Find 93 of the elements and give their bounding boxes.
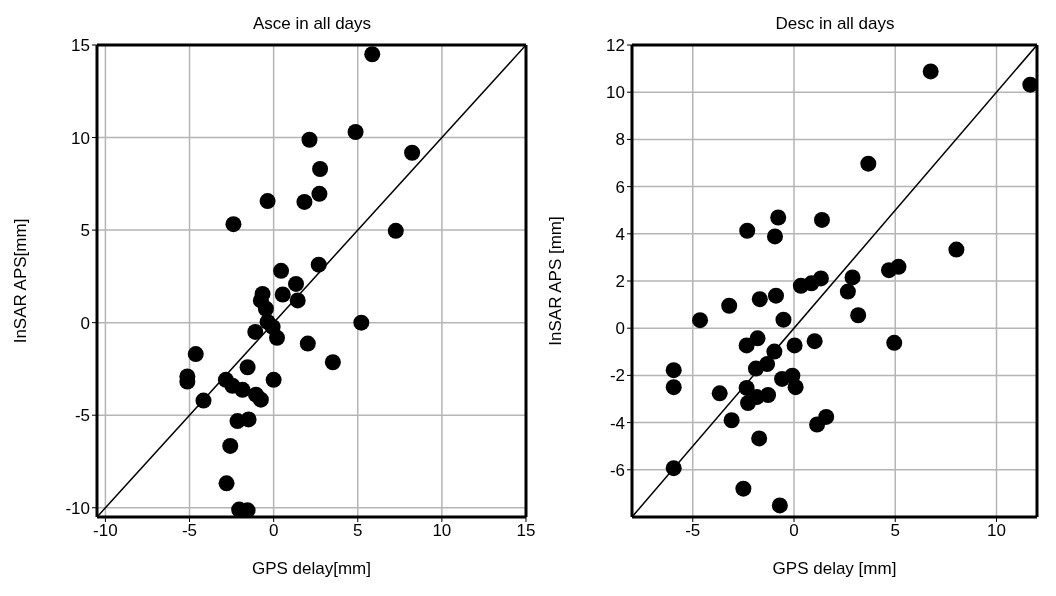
x-tick-label: -10 xyxy=(93,521,118,541)
point xyxy=(269,329,286,346)
point xyxy=(247,323,264,340)
point xyxy=(312,161,329,178)
point xyxy=(240,411,257,428)
point xyxy=(751,291,768,308)
x-tick-label: 5 xyxy=(890,521,900,541)
point xyxy=(353,314,370,331)
point xyxy=(886,334,903,351)
y-tick-label: -10 xyxy=(65,498,90,518)
point xyxy=(948,241,965,258)
y-tick-label: -5 xyxy=(74,406,90,426)
point xyxy=(234,381,251,398)
point xyxy=(665,362,682,379)
point xyxy=(299,335,316,352)
point xyxy=(751,430,768,447)
x-tick-label: 10 xyxy=(432,521,452,541)
point xyxy=(257,300,274,317)
point xyxy=(760,386,777,403)
point xyxy=(860,155,877,172)
y-tick-label: 4 xyxy=(615,224,625,244)
y-tick-label: 0 xyxy=(80,313,90,333)
y-tick-label: -4 xyxy=(609,413,625,433)
point xyxy=(225,216,242,233)
point xyxy=(364,46,381,63)
point xyxy=(218,475,235,492)
x-axis-title: GPS delay[mm] xyxy=(251,559,372,578)
y-axis-title: InSAR APS [mm] xyxy=(546,216,566,346)
x-tick-label: 0 xyxy=(789,521,799,541)
point xyxy=(850,307,867,324)
point xyxy=(274,286,291,303)
chart-title: Desc in all days xyxy=(774,14,896,34)
point xyxy=(692,312,709,329)
point xyxy=(766,228,783,245)
point xyxy=(222,437,239,454)
point xyxy=(890,258,907,275)
x-axis-title: GPS delay [mm] xyxy=(772,559,897,578)
chart-title: Asce in all days xyxy=(251,14,373,34)
point xyxy=(301,131,318,148)
point xyxy=(239,359,256,376)
point xyxy=(723,412,740,429)
point xyxy=(818,408,835,425)
point xyxy=(792,277,809,294)
point xyxy=(324,354,341,371)
point xyxy=(844,269,861,286)
x-tick-label: -5 xyxy=(181,521,198,541)
point xyxy=(265,371,282,388)
x-tick-label: 15 xyxy=(516,521,536,541)
point xyxy=(787,379,804,396)
point xyxy=(740,395,757,412)
x-tick-label: 0 xyxy=(268,521,279,541)
point xyxy=(749,330,766,347)
point xyxy=(311,185,328,202)
point xyxy=(775,311,792,328)
y-tick-label: 8 xyxy=(615,130,625,150)
point xyxy=(252,391,269,408)
point xyxy=(771,497,788,514)
point xyxy=(739,222,756,239)
point xyxy=(721,297,738,314)
point xyxy=(296,193,313,210)
x-tick-label: -5 xyxy=(685,521,701,541)
y-tick-label: -2 xyxy=(609,366,625,386)
point xyxy=(347,124,364,140)
point xyxy=(187,346,204,363)
point xyxy=(767,287,784,304)
point xyxy=(786,337,803,354)
point xyxy=(770,209,787,226)
y-tick-label: 10 xyxy=(606,83,625,103)
x-tick-label: 5 xyxy=(353,521,363,541)
y-tick-label: 6 xyxy=(615,177,625,197)
y-tick-label: 12 xyxy=(606,36,625,56)
point xyxy=(711,385,728,402)
x-tick-label: 10 xyxy=(987,521,1006,541)
point xyxy=(273,262,290,279)
point xyxy=(387,222,404,239)
point xyxy=(735,480,752,497)
point xyxy=(922,63,939,80)
point xyxy=(404,144,421,161)
y-tick-label: 2 xyxy=(615,272,625,292)
point xyxy=(1022,76,1037,93)
point xyxy=(288,275,305,292)
point xyxy=(813,211,830,228)
y-tick-label: 10 xyxy=(71,128,90,148)
point xyxy=(806,333,823,350)
y-tick-label: 0 xyxy=(615,319,625,339)
y-tick-label: 15 xyxy=(71,36,90,56)
y-tick-label: -6 xyxy=(609,460,625,480)
point xyxy=(839,283,856,300)
y-tick-label: 5 xyxy=(80,221,90,241)
y-axis-title: InSAR APS[mm] xyxy=(11,218,31,344)
point xyxy=(259,193,276,210)
point xyxy=(310,256,327,273)
point xyxy=(665,379,682,396)
